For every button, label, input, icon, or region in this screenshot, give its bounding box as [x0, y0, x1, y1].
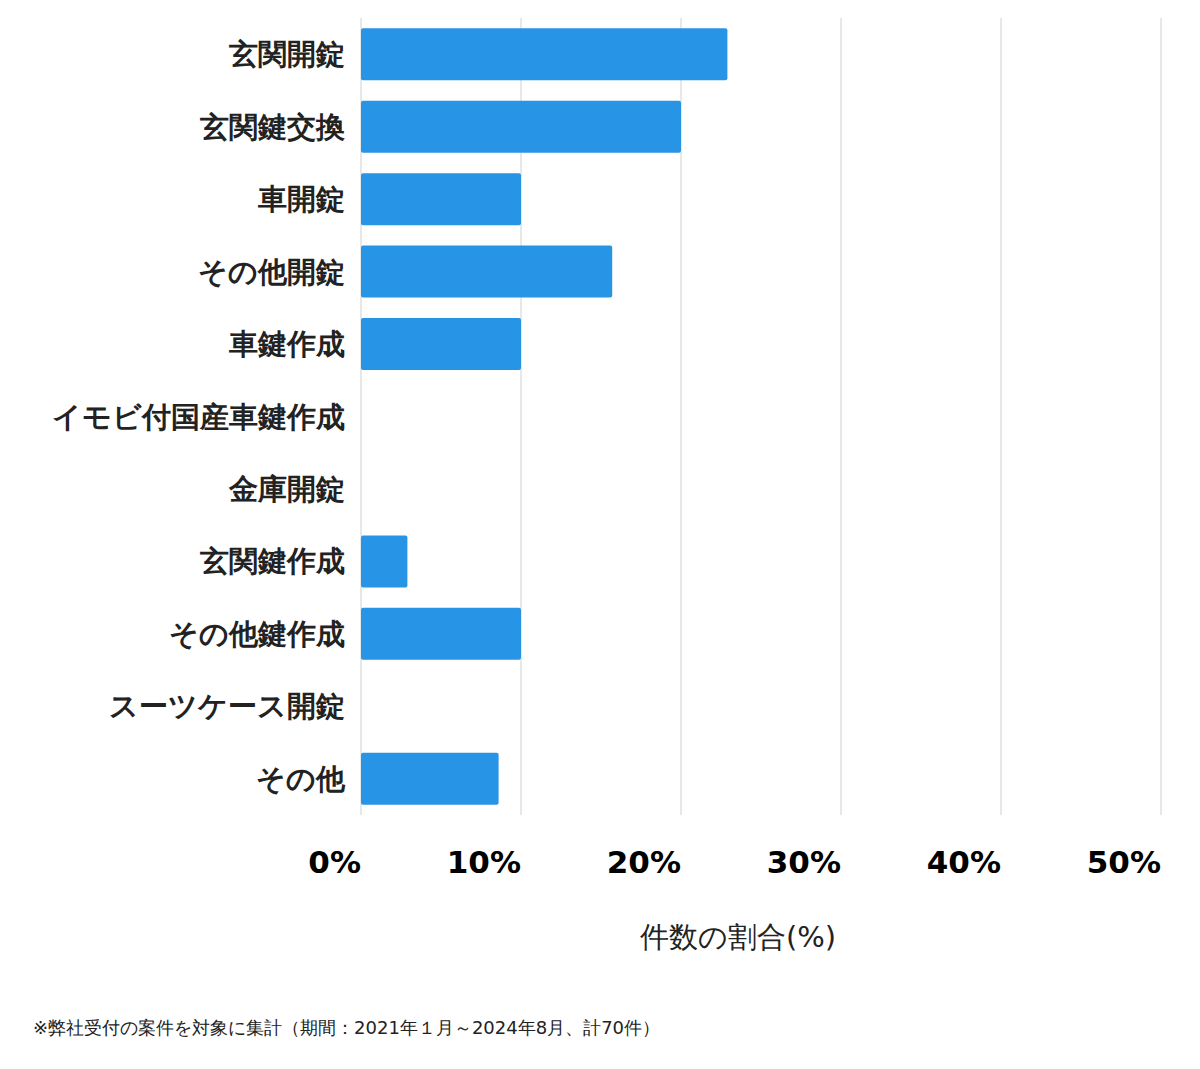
category-label: 金庫開錠 [228, 472, 345, 506]
category-label: 車開錠 [257, 182, 345, 216]
bar [361, 535, 407, 587]
bar [361, 608, 521, 660]
bar [361, 173, 521, 225]
category-label: その他開錠 [198, 255, 345, 289]
grid-line [1161, 18, 1162, 815]
footnote: ※弊社受付の案件を対象に集計（期間：2021年１月～2024年8月、計70件） [33, 1017, 660, 1038]
bar [361, 246, 612, 298]
bar [361, 753, 499, 805]
bar [361, 391, 362, 443]
tick-label: 50% [1087, 844, 1161, 880]
category-label: スーツケース開錠 [109, 689, 345, 723]
axis-title: 件数の割合(%) [640, 920, 836, 954]
tick-label: 30% [767, 844, 841, 880]
category-label: 玄関鍵交換 [199, 110, 345, 144]
tick-label: 10% [447, 844, 521, 880]
bar [361, 28, 727, 80]
category-label: その他鍵作成 [169, 617, 345, 651]
category-label: 玄関鍵作成 [199, 544, 345, 578]
category-label: 玄関開錠 [228, 37, 345, 71]
tick-label: 40% [927, 844, 1001, 880]
tick-label: 20% [607, 844, 681, 880]
bar [361, 680, 362, 732]
category-label: その他 [256, 762, 346, 796]
bar [361, 463, 362, 515]
grid-line [841, 18, 842, 815]
tick-label: 0% [308, 844, 361, 880]
bars [361, 28, 727, 805]
category-label: イモビ付国産車鍵作成 [52, 400, 345, 434]
grid-line [1001, 18, 1002, 815]
category-label: 車鍵作成 [228, 327, 345, 361]
bar [361, 101, 681, 153]
bar [361, 318, 521, 370]
chart: 0% 10% 20% 30% 40% 50% 玄関開錠玄関鍵交換車開錠その他開錠車鍵作成イモ… [0, 0, 1200, 1069]
